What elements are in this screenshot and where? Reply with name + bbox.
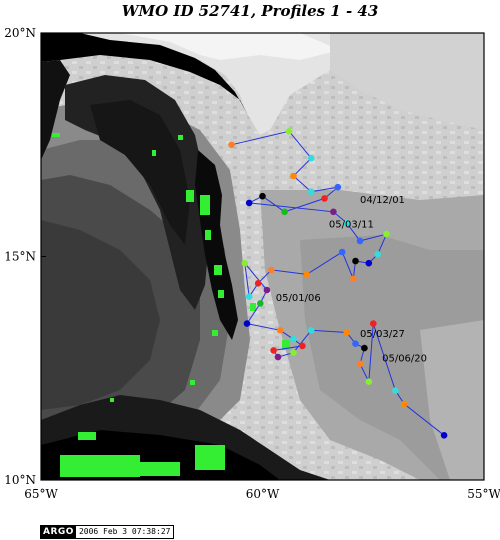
map-title: WMO ID 52741, Profiles 1 - 43 xyxy=(121,2,379,20)
profile-point xyxy=(243,320,251,327)
profile-point xyxy=(352,257,359,265)
lat-tick-label: 20°N xyxy=(4,26,36,40)
profile-point xyxy=(290,172,297,180)
land-green-patches xyxy=(52,133,290,477)
profile-point xyxy=(307,154,315,162)
profile-point xyxy=(290,335,297,343)
profile-date-label: 04/12/01 xyxy=(360,195,405,206)
profile-point xyxy=(343,329,351,336)
profile-point xyxy=(285,128,293,135)
profile-point xyxy=(330,208,337,216)
generation-timestamp: 2006 Feb 3 07:38:27 xyxy=(78,527,171,536)
profile-point xyxy=(343,219,351,227)
profile-point xyxy=(356,360,364,368)
profile-point xyxy=(228,141,235,149)
profile-point xyxy=(321,195,328,202)
lon-tick-label: 65°W xyxy=(24,487,58,501)
profile-point xyxy=(392,387,399,394)
lon-tick-label: 55°W xyxy=(467,487,500,501)
lat-tick-label: 10°N xyxy=(4,473,36,487)
profile-point xyxy=(241,259,249,267)
argo-logo: ARGO xyxy=(41,526,76,538)
profile-date-label: 05/06/20 xyxy=(382,354,427,365)
lon-tick-label: 60°W xyxy=(246,487,280,501)
profile-point xyxy=(374,251,382,258)
profile-point xyxy=(365,259,373,267)
profile-point xyxy=(383,230,390,238)
profile-point xyxy=(245,293,253,301)
profile-point xyxy=(352,340,359,348)
profile-point xyxy=(370,320,377,327)
profile-point xyxy=(254,280,262,287)
profile-point xyxy=(263,286,271,294)
profile-point xyxy=(334,183,342,191)
profile-point xyxy=(350,275,357,283)
profile-point xyxy=(245,199,253,207)
profile-point xyxy=(401,400,408,408)
profile-point xyxy=(307,188,315,195)
profile-point xyxy=(268,266,275,274)
profile-point xyxy=(274,353,282,361)
profile-point xyxy=(281,208,288,216)
profile-point xyxy=(299,342,306,350)
profile-point xyxy=(290,349,297,356)
profile-date-label: 05/03/11 xyxy=(329,219,374,230)
axis-ticks: 65°W 60°W 55°W 20°N 15°N 10°N xyxy=(4,26,500,501)
bathymetry-background xyxy=(41,33,484,480)
profile-points xyxy=(228,128,448,439)
profile-date-labels: 04/12/01 05/03/11 05/01/06 05/03/27 05/06/20 xyxy=(276,195,427,365)
profile-point xyxy=(303,271,311,278)
profile-point xyxy=(338,248,346,256)
profile-date-label: 05/01/06 xyxy=(276,293,321,304)
profile-point xyxy=(259,192,266,200)
profile-point xyxy=(356,237,364,245)
profile-point xyxy=(307,327,315,334)
profile-point xyxy=(440,432,448,439)
lat-tick-label: 15°N xyxy=(4,250,36,264)
profile-date-label: 05/03/27 xyxy=(360,329,405,340)
profile-point xyxy=(365,378,373,386)
profile-point xyxy=(361,344,368,352)
profile-point xyxy=(276,327,284,334)
profile-point xyxy=(270,347,277,354)
argo-footer: ARGO 2006 Feb 3 07:38:27 xyxy=(40,525,175,539)
profile-point xyxy=(257,300,264,307)
